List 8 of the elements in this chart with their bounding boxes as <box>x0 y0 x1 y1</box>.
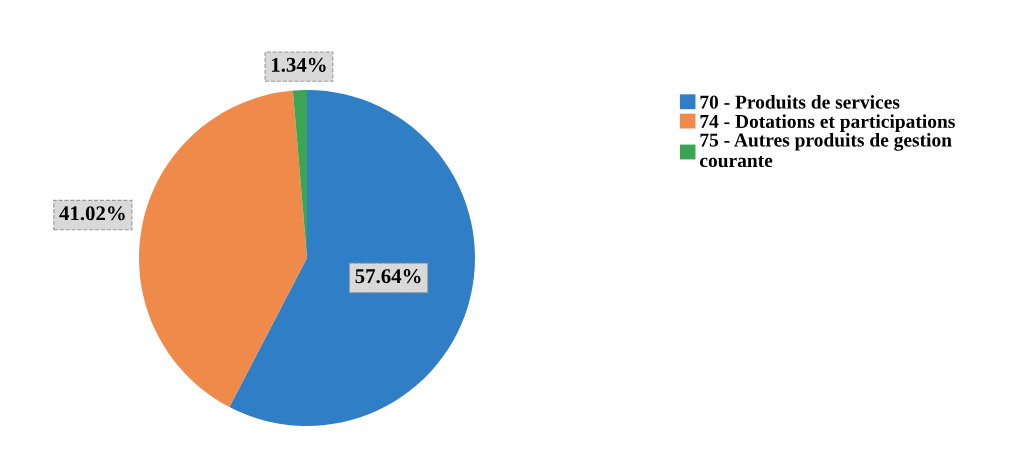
legend-label: 70 - Produits de services <box>700 95 900 109</box>
legend-label: 75 - Autres produits de gestion courante <box>700 132 952 168</box>
data-label: 1.34% <box>271 57 326 72</box>
pie-slice <box>139 90 307 408</box>
data-label: 57.64% <box>355 269 421 284</box>
data-label: 41.02% <box>59 206 125 221</box>
legend-label: 74 - Dotations et participations <box>700 114 955 132</box>
pie-slice <box>229 90 475 426</box>
